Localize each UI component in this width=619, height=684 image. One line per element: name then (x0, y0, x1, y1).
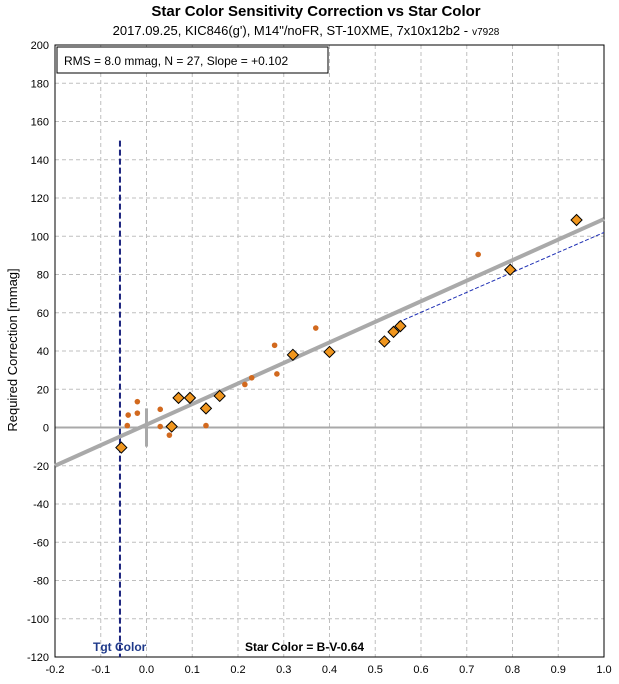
y-tick-label: 40 (37, 346, 49, 358)
circle-point (124, 422, 131, 429)
y-tick-label: -20 (33, 461, 49, 473)
chart-subtitle: 2017.09.25, KIC846(g'), M14"/noFR, ST-10… (113, 23, 500, 38)
y-tick-label: 20 (37, 384, 49, 396)
x-tick-label: 0.0 (139, 664, 154, 676)
y-tick-label: -60 (33, 537, 49, 549)
x-tick-label: 0.9 (551, 664, 566, 676)
diamond-point (183, 391, 197, 405)
x-axis-ticks: -0.2 -0.1 0.0 0.1 0.2 0.3 0.4 0.5 0.6 0.7 0.8 0.9 1.… (46, 664, 612, 676)
diamond-point (199, 402, 213, 415)
plot-area-frame (54, 44, 605, 658)
y-tick-label: -120 (27, 652, 49, 664)
stats-box: RMS = 8.0 mmag, N = 27, Slope = +0.102 (56, 46, 329, 74)
x-tick-label: 0.4 (322, 664, 337, 676)
fit-line (54, 217, 605, 468)
y-tick-label: 0 (43, 423, 49, 435)
x-tick-label: 0.8 (505, 664, 520, 676)
y-axis-label: Required Correction [mmag] (5, 268, 20, 431)
y-tick-label: 200 (31, 40, 49, 52)
y-tick-label: -100 (27, 614, 49, 626)
diamond-point (323, 345, 336, 359)
circle-point (134, 410, 141, 416)
y-tick-label: 80 (37, 270, 49, 282)
diamond-point (504, 263, 517, 276)
y-tick-label: 160 (31, 117, 49, 129)
circle-point (203, 422, 209, 429)
x-tick-label: -0.2 (46, 664, 65, 676)
chart-title: Star Color Sensitivity Correction vs Sta… (151, 3, 480, 20)
circle-point (248, 374, 255, 381)
y-tick-label: 100 (31, 231, 49, 243)
diamond-point (115, 441, 128, 454)
circle-point (134, 398, 141, 405)
chart-subtitle-main: 2017.09.25, KIC846(g'), M14"/noFR, ST-10… (113, 23, 468, 38)
y-tick-label: 120 (31, 193, 49, 205)
circle-point (475, 251, 481, 258)
diamond-point (378, 335, 391, 348)
x-tick-label: 0.2 (230, 664, 245, 676)
circle-point (312, 325, 319, 331)
circle-point (125, 412, 131, 418)
y-tick-label: 60 (37, 308, 49, 320)
x-tick-label: 0.3 (276, 664, 291, 676)
x-tick-label: 0.6 (413, 664, 428, 676)
x-tick-label: 0.7 (459, 664, 474, 676)
reference-lines (54, 140, 605, 657)
diamond-point (286, 348, 300, 362)
diamond-point (387, 325, 400, 339)
diamond-point (570, 213, 583, 227)
x-tick-label: 0.1 (185, 664, 200, 676)
circle-point (157, 423, 164, 430)
diamond-point (213, 389, 226, 403)
x-tick-label: 1.0 (596, 664, 611, 676)
y-tick-label: -80 (33, 576, 49, 588)
diamond-point (165, 420, 178, 433)
y-tick-label: 180 (31, 78, 49, 90)
target-color-label: Tgt Color (93, 640, 147, 654)
circle-point (274, 371, 280, 377)
circle-point (157, 406, 164, 413)
circle-point (166, 432, 173, 438)
star-color-formula-label: Star Color = B-V-0.64 (245, 640, 364, 654)
circle-point (242, 381, 248, 388)
y-axis-ticks: -120 -100 -80 -60 -40 -20 0 20 40 60 80 100 120 140 16… (27, 40, 49, 664)
extrapolation-line (397, 231, 605, 323)
x-tick-label: -0.1 (91, 664, 110, 676)
stats-text: RMS = 8.0 mmag, N = 27, Slope = +0.102 (64, 54, 288, 68)
data-points (115, 213, 583, 454)
circle-point (271, 342, 278, 349)
y-tick-label: 140 (31, 155, 49, 167)
chart-subtitle-tag: v7928 (472, 27, 500, 38)
diamond-point (394, 319, 407, 333)
x-tick-label: 0.5 (368, 664, 383, 676)
diamond-point (172, 391, 185, 405)
y-tick-label: -40 (33, 499, 49, 511)
